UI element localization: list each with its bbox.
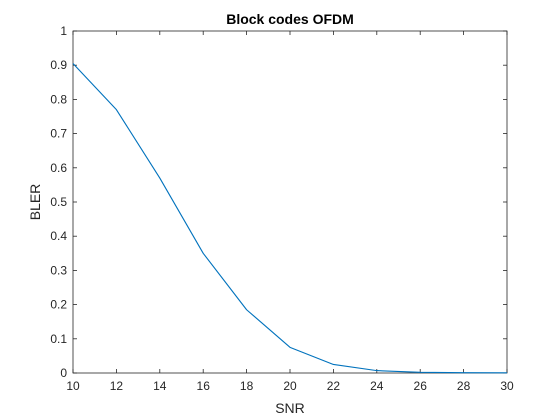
y-tick-label: 0.3 [50,263,67,277]
y-tick-label: 0.1 [50,332,67,346]
y-tick-label: 1 [60,24,67,38]
x-tick-label: 24 [370,379,384,393]
y-tick-label: 0.2 [50,298,67,312]
y-tick-label: 0.5 [50,195,67,209]
x-axis-title: SNR [275,400,305,416]
x-tick-label: 28 [457,379,471,393]
y-axis-title: BLER [27,184,43,221]
chart-title: Block codes OFDM [226,11,354,27]
y-tick-label: 0 [60,366,67,380]
x-tick-label: 14 [153,379,167,393]
x-tick-label: 16 [197,379,211,393]
y-tick-label: 0.7 [50,127,67,141]
x-tick-label: 30 [500,379,514,393]
x-tick-label: 20 [283,379,297,393]
x-tick-label: 10 [66,379,80,393]
plot-area [73,31,507,373]
x-tick-label: 18 [240,379,254,393]
x-tick-label: 12 [110,379,124,393]
y-tick-label: 0.8 [50,92,67,106]
series-line-0 [72,63,508,374]
x-tick-label: 22 [327,379,341,393]
y-tick-label: 0.9 [50,58,67,72]
x-tick-label: 26 [414,379,428,393]
x-axis-ticks: 10 12 14 16 18 20 22 24 26 28 30 [66,31,514,393]
y-axis-ticks: 0 0.1 0.2 0.3 0.4 0.5 0.6 0.7 0.8 0.9 1 [50,24,507,380]
y-tick-label: 0.6 [50,161,67,175]
series-layer [72,63,508,374]
y-tick-label: 0.4 [50,229,67,243]
